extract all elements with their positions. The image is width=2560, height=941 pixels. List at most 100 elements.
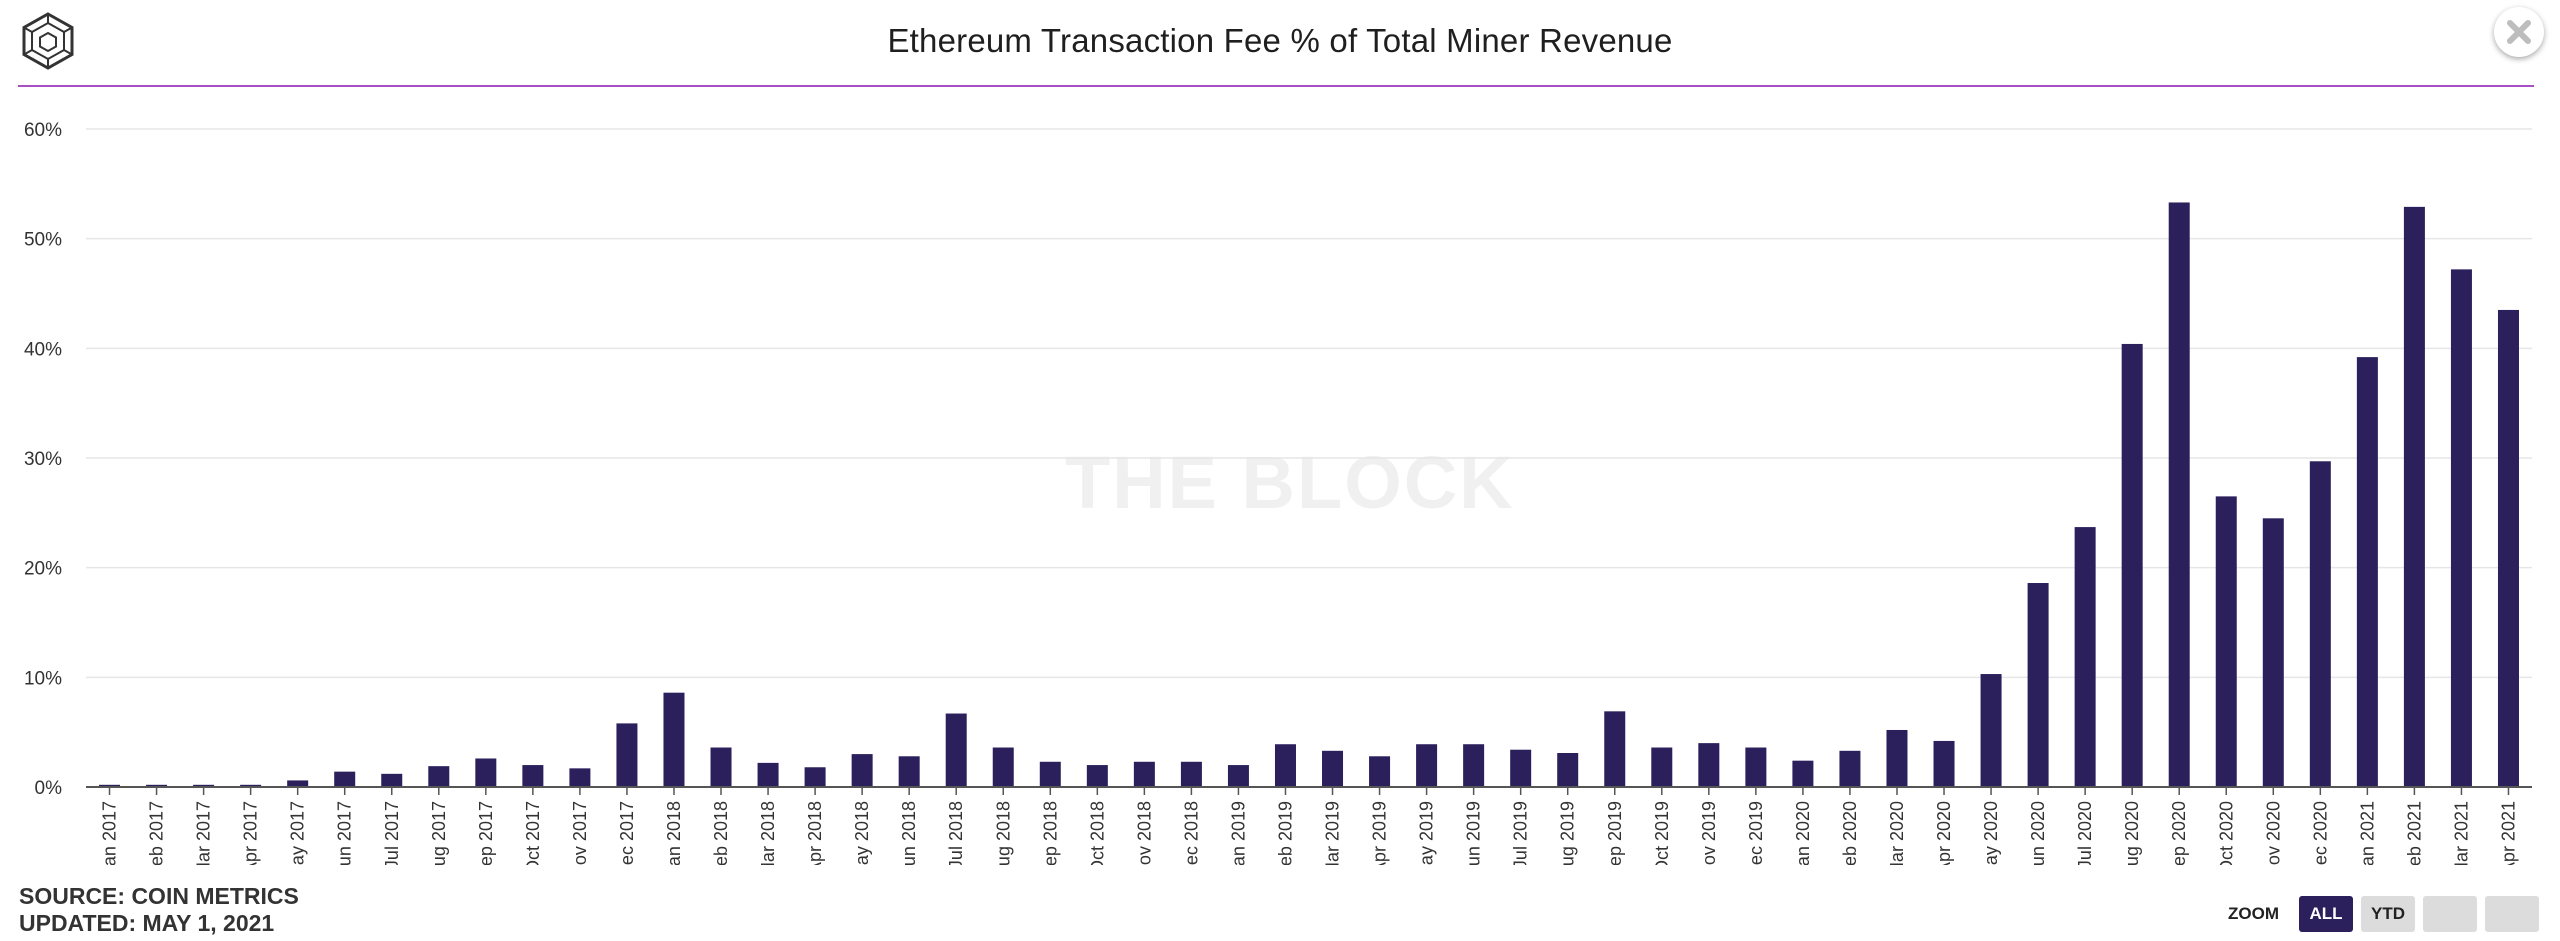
bar[interactable] — [945, 713, 967, 787]
bar[interactable] — [99, 784, 121, 787]
zoom-blank-button-2[interactable] — [2485, 896, 2539, 932]
x-tick-label: Jul 2017 — [382, 801, 402, 865]
bar[interactable] — [1133, 761, 1155, 787]
bar[interactable] — [898, 756, 920, 787]
bar[interactable] — [1274, 744, 1296, 787]
bar[interactable] — [1086, 765, 1108, 787]
bar[interactable] — [1227, 765, 1249, 787]
bar[interactable] — [1745, 747, 1767, 787]
updated-text: UPDATED: MAY 1, 2021 — [19, 910, 275, 936]
y-tick-label: 20% — [24, 559, 62, 580]
x-tick-label: Apr 2021 — [2498, 801, 2518, 865]
x-tick-label: Jan 2021 — [2357, 801, 2377, 865]
bar[interactable] — [1039, 761, 1061, 787]
bar[interactable] — [2168, 202, 2190, 787]
chart-title: Ethereum Transaction Fee % of Total Mine… — [887, 22, 1673, 59]
x-tick-label: Dec 2019 — [1746, 801, 1766, 865]
bar[interactable] — [1369, 756, 1391, 787]
x-tick-label: Feb 2021 — [2404, 801, 2424, 865]
bar[interactable] — [240, 784, 262, 787]
bar[interactable] — [2309, 461, 2331, 787]
x-tick-label: Feb 2020 — [1840, 801, 1860, 865]
x-tick-label: Oct 2020 — [2216, 801, 2236, 865]
bar[interactable] — [287, 780, 309, 787]
x-tick-label: Nov 2018 — [1134, 801, 1154, 865]
bar[interactable] — [710, 747, 732, 787]
bar[interactable] — [428, 766, 450, 787]
x-tick-label: Mar 2021 — [2451, 801, 2471, 865]
x-tick-label: Dec 2020 — [2310, 801, 2330, 865]
bar[interactable] — [2450, 269, 2472, 787]
bar[interactable] — [2027, 583, 2049, 787]
bar[interactable] — [1651, 747, 1673, 787]
x-tick-label: Jan 2018 — [664, 801, 684, 865]
x-tick-label: Nov 2020 — [2263, 801, 2283, 865]
bar[interactable] — [1604, 711, 1626, 787]
bar[interactable] — [1980, 674, 2002, 787]
x-tick-label: Oct 2019 — [1652, 801, 1672, 865]
y-tick-label: 10% — [24, 668, 62, 689]
chart-header: Ethereum Transaction Fee % of Total Mine… — [0, 0, 2560, 87]
bar[interactable] — [1510, 749, 1532, 787]
the-block-logo-icon — [22, 12, 74, 70]
x-tick-label: Jun 2019 — [1464, 801, 1484, 865]
source-note: SOURCE: COIN METRICS UPDATED: MAY 1, 202… — [19, 883, 299, 937]
x-tick-label: Sep 2020 — [2169, 801, 2189, 865]
close-icon — [2507, 20, 2531, 44]
x-tick-label: Apr 2017 — [241, 801, 261, 865]
x-tick-label: Sep 2017 — [476, 801, 496, 865]
y-tick-label: 30% — [24, 449, 62, 470]
x-tick-label: Jan 2019 — [1228, 801, 1248, 865]
bar[interactable] — [663, 692, 685, 787]
bars — [99, 202, 2519, 787]
x-tick-label: Mar 2017 — [194, 801, 214, 865]
bar[interactable] — [1886, 729, 1908, 787]
bar[interactable] — [1557, 753, 1579, 787]
x-tick-label: Aug 2019 — [1558, 801, 1578, 865]
bar[interactable] — [146, 784, 168, 787]
bar[interactable] — [2497, 309, 2519, 787]
bar[interactable] — [2262, 518, 2284, 787]
header-divider — [18, 85, 2534, 87]
bar[interactable] — [2121, 343, 2143, 787]
bar[interactable] — [1416, 744, 1438, 787]
bar[interactable] — [616, 723, 638, 787]
bar[interactable] — [475, 758, 497, 787]
bar[interactable] — [334, 771, 356, 787]
bar[interactable] — [1839, 750, 1861, 787]
x-tick-label: Dec 2018 — [1181, 801, 1201, 865]
bar[interactable] — [522, 765, 544, 787]
bar[interactable] — [381, 773, 403, 787]
bar[interactable] — [2215, 496, 2237, 787]
bar[interactable] — [1698, 743, 1720, 787]
x-tick-label: Sep 2018 — [1040, 801, 1060, 865]
zoom-blank-button-1[interactable] — [2423, 896, 2477, 932]
x-tick-label: Oct 2018 — [1087, 801, 1107, 865]
bar[interactable] — [2356, 357, 2378, 787]
bar[interactable] — [2074, 527, 2096, 787]
bar[interactable] — [1792, 760, 1814, 787]
x-tick-label: Feb 2017 — [147, 801, 167, 865]
x-tick-label: Aug 2018 — [993, 801, 1013, 865]
x-tick-label: Apr 2020 — [1934, 801, 1954, 865]
bar[interactable] — [1463, 744, 1485, 787]
bar[interactable] — [1322, 750, 1344, 787]
x-tick-label: Jul 2018 — [946, 801, 966, 865]
bar[interactable] — [2403, 206, 2425, 787]
bar[interactable] — [851, 754, 873, 787]
bar[interactable] — [1180, 761, 1202, 787]
bar[interactable] — [1933, 740, 1955, 787]
x-tick-label: Mar 2018 — [758, 801, 778, 865]
zoom-ytd-button[interactable]: YTD — [2361, 896, 2415, 932]
bar[interactable] — [804, 767, 826, 787]
bar[interactable] — [992, 747, 1014, 787]
zoom-controls: ZOOM ALL YTD — [2228, 896, 2539, 932]
bar[interactable] — [757, 762, 779, 787]
zoom-all-button[interactable]: ALL — [2299, 896, 2353, 932]
x-tick-label: Oct 2017 — [523, 801, 543, 865]
x-tick-label: Mar 2019 — [1323, 801, 1343, 865]
bar[interactable] — [193, 784, 215, 787]
close-button[interactable] — [2494, 7, 2544, 57]
bar[interactable] — [569, 768, 591, 787]
y-tick-label: 50% — [24, 230, 62, 251]
